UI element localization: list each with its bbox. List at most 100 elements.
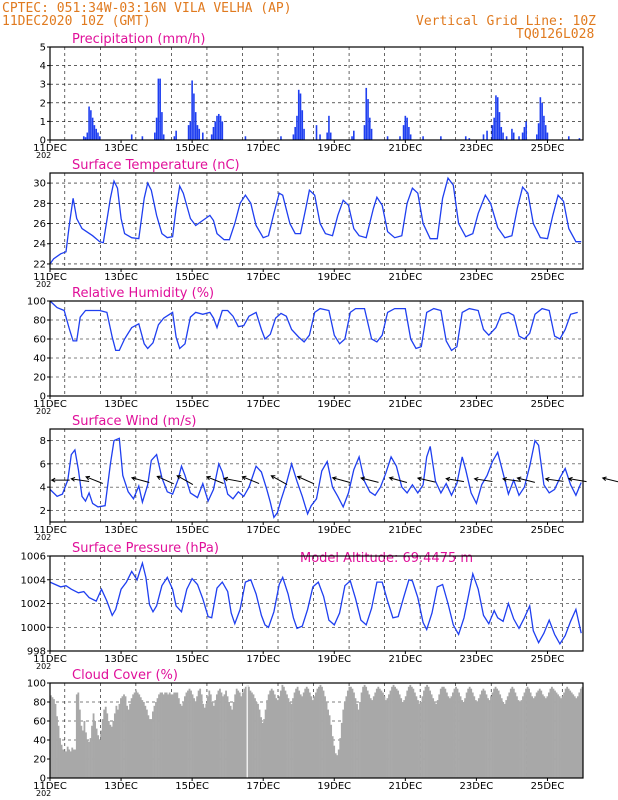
- cloud-cover-bar: [567, 688, 570, 778]
- wind-panel: 2 4 6 8 11DEC 13DEC 15DEC 17DEC 19DEC 21DEC 23DEC 2…: [33, 414, 618, 542]
- cloud-cover-bar: [264, 709, 267, 778]
- wind-xtick-label: 21DEC: [388, 525, 422, 536]
- wind-arrow: [445, 476, 465, 483]
- cloud-cover-bar: [85, 732, 87, 778]
- precipitation-bar: [141, 136, 144, 140]
- pressure-ytick-label: 998: [27, 647, 46, 658]
- cloud-cover-bar: [450, 696, 453, 778]
- humidity-ytick-label: 0: [40, 392, 46, 403]
- cloud-cover-bar: [208, 690, 211, 778]
- cloud-cover-bar: [538, 688, 541, 778]
- cloud-cover-bar: [366, 690, 369, 778]
- cloud-cover-bar: [168, 692, 171, 778]
- precipitation-bar: [578, 138, 581, 140]
- cloud-cover-bar: [126, 705, 128, 778]
- precipitation-bar: [326, 132, 328, 140]
- temperature-xtick-label: 23DEC: [460, 272, 494, 283]
- cloud-cover-bar: [570, 692, 573, 778]
- cloud-cover-bar: [136, 692, 139, 778]
- cloud-cover-bar: [388, 694, 390, 778]
- cloud-cover-bar: [412, 688, 415, 778]
- cloud-cover-bar: [511, 686, 514, 778]
- temperature-ytick-label: 24: [33, 239, 46, 250]
- cloud-cover-bar: [63, 751, 66, 778]
- cloud-cover-bar: [187, 690, 189, 778]
- cloud-cover-bar: [579, 688, 582, 778]
- cloud-cover-bar: [174, 692, 177, 778]
- cloud-cover-bar: [100, 730, 103, 778]
- precipitation-bar: [90, 110, 92, 140]
- precipitation-bar: [173, 136, 176, 140]
- wind-arrow: [241, 475, 260, 485]
- wind-arrow: [205, 475, 224, 484]
- cloud-cover-bar: [304, 688, 307, 778]
- cloud-cover-bar: [324, 696, 326, 778]
- cloud-cover-bar: [531, 696, 534, 778]
- precipitation-bar: [498, 112, 501, 140]
- cloud-cover-bar: [365, 686, 368, 778]
- precipitation-bar: [196, 125, 199, 140]
- precipitation-bar: [543, 115, 545, 140]
- precipitation-bar: [486, 130, 488, 140]
- cloud-cover-bar: [487, 698, 489, 778]
- cloud-cover-bar: [564, 688, 567, 778]
- cloud-cover-bar: [59, 738, 61, 778]
- precipitation-bar: [482, 134, 485, 140]
- cloud-cover-bar: [110, 726, 113, 778]
- precipitation-bar: [157, 78, 160, 140]
- cloud-cover-bar: [535, 692, 538, 778]
- cloud-cover-bar: [502, 702, 505, 778]
- cloud-cover-bar: [252, 694, 255, 778]
- cloud-cover-bar: [417, 700, 419, 778]
- cloud-cover-xtick-label: 19DEC: [317, 781, 351, 792]
- cloud-cover-bar: [301, 696, 304, 778]
- temperature-xtick-label: 11DEC: [33, 272, 67, 283]
- cloud-cover-bar: [537, 690, 540, 778]
- cloud-cover-bar: [410, 686, 413, 778]
- cloud-cover-bar: [503, 703, 506, 778]
- cloud-cover-bar: [430, 694, 433, 778]
- precipitation-bar: [505, 136, 508, 140]
- cloud-cover-year-fragment: 202: [36, 789, 51, 798]
- cloud-cover-bar: [452, 692, 454, 778]
- precipitation-bar: [496, 97, 499, 140]
- cloud-cover-bar: [177, 698, 180, 778]
- wind-arrow: [130, 476, 150, 484]
- wind-arrow: [331, 476, 351, 484]
- cloud-cover-bar: [381, 692, 384, 778]
- cloud-cover-bar: [72, 749, 75, 778]
- cloud-cover-bar: [158, 694, 160, 778]
- wind-ytick-label: 8: [40, 436, 46, 447]
- precipitation-bar: [464, 136, 467, 140]
- cloud-cover-bar: [462, 702, 465, 778]
- cloud-cover-bar: [448, 698, 451, 778]
- temperature-ytick-label: 26: [33, 219, 46, 230]
- precipitation-bar: [88, 106, 90, 140]
- wind-xtick-label: 11DEC: [33, 525, 67, 536]
- cloud-cover-bar: [473, 696, 476, 778]
- precipitation-bar: [512, 132, 515, 140]
- cloud-cover-bar: [445, 692, 448, 778]
- precipitation-bar: [440, 136, 442, 140]
- humidity-ytick-label: 100: [27, 297, 46, 308]
- temperature-ytick-label: 30: [33, 179, 46, 190]
- cloud-cover-ytick-label: 60: [33, 717, 46, 728]
- cloud-cover-bar: [138, 694, 141, 778]
- cloud-cover-bar: [120, 698, 122, 778]
- cloud-cover-bar: [546, 696, 549, 778]
- cloud-cover-bar: [261, 722, 264, 778]
- wind-arrow: [223, 476, 242, 483]
- precipitation-bar: [82, 136, 85, 140]
- temperature-line: [49, 176, 582, 265]
- cloud-cover-bar: [255, 702, 258, 778]
- wind-arrow: [85, 475, 103, 484]
- humidity-xtick-label: 19DEC: [317, 399, 351, 410]
- cloud-cover-xtick-label: 17DEC: [246, 781, 280, 792]
- pressure-panel: 998 1000 1002 1004 1006 11DEC 13DEC 15DEC 17DEC 1…: [21, 541, 584, 671]
- cloud-cover-bar: [127, 709, 130, 778]
- cloud-cover-bar: [148, 719, 151, 778]
- humidity-xtick-label: 15DEC: [175, 399, 209, 410]
- cloud-cover-bar: [569, 690, 572, 778]
- cloud-cover-bar: [170, 694, 173, 778]
- cloud-cover-bar: [66, 746, 69, 778]
